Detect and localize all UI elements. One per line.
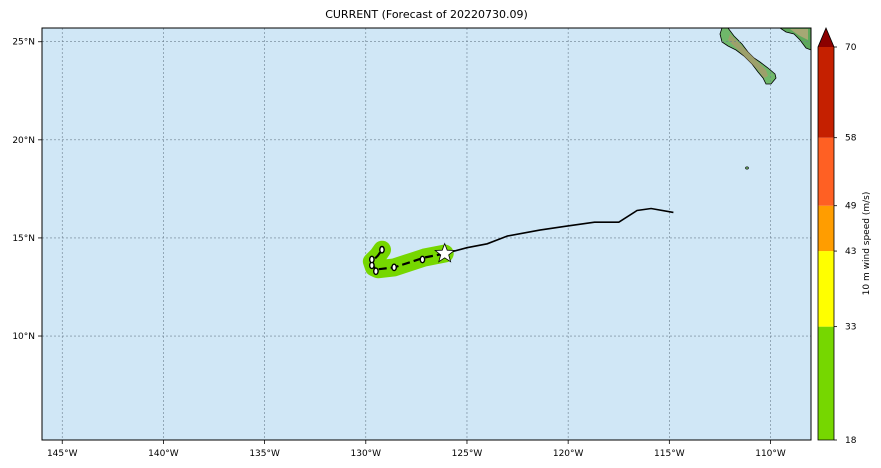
socorro-island [745,166,749,170]
forecast-position-marker [379,245,385,254]
baja-california-terrain [728,34,768,78]
lon-tick-label: 125°W [452,449,483,459]
lon-tick-label: 120°W [553,449,584,459]
lon-tick-label: 135°W [249,449,280,459]
lat-tick-label: 10°N [12,332,35,342]
lat-tick-label: 20°N [12,136,35,146]
mainland-mexico-terrain [790,29,808,40]
wind-speed-colorbar: 18 33 43 49 58 70 10 m wind speed (m/s) [817,26,872,446]
lon-tick-label: 140°W [148,449,179,459]
colorbar-tick-label: 33 [845,323,856,333]
colorbar-tick-label: 18 [845,436,857,446]
forecast-position-marker [373,267,379,276]
lat-tick-label: 15°N [12,234,35,244]
colorbar-label: 10 m wind speed (m/s) [862,192,872,296]
forecast-position-marker [419,255,426,264]
colorbar-segment [818,205,834,252]
colorbar-segment [818,47,834,138]
map-gridlines [42,28,811,440]
latitude-ticks: 25°N 20°N 15°N 10°N [12,38,42,342]
forecast-position-marker [368,255,375,264]
storm-track [368,207,674,276]
lon-tick-label: 130°W [351,449,382,459]
colorbar-outline [817,26,835,441]
lat-tick-label: 25°N [12,38,35,48]
current-position-star [434,242,456,263]
colorbar-segment [818,326,834,440]
lon-tick-label: 145°W [47,449,78,459]
colorbar-extend-arrow [818,28,834,47]
colorbar-tick-label: 43 [845,247,856,257]
colorbar-segment [818,137,834,206]
ocean-background [42,28,811,440]
colorbar-segment [818,251,834,327]
map-title: CURRENT (Forecast of 20220730.09) [325,8,528,21]
lon-tick-label: 110°W [755,449,786,459]
forecast-position-marker [391,263,398,272]
past-track-line [444,207,674,255]
colorbar-tick-label: 49 [845,202,857,212]
colorbar-tick-label: 70 [845,43,857,53]
map-frame [41,27,812,441]
lon-tick-label: 115°W [654,449,685,459]
longitude-ticks: 145°W 140°W 135°W 130°W 125°W 120°W 115°W 110°W [47,440,786,459]
colorbar-tick-label: 58 [845,134,857,144]
